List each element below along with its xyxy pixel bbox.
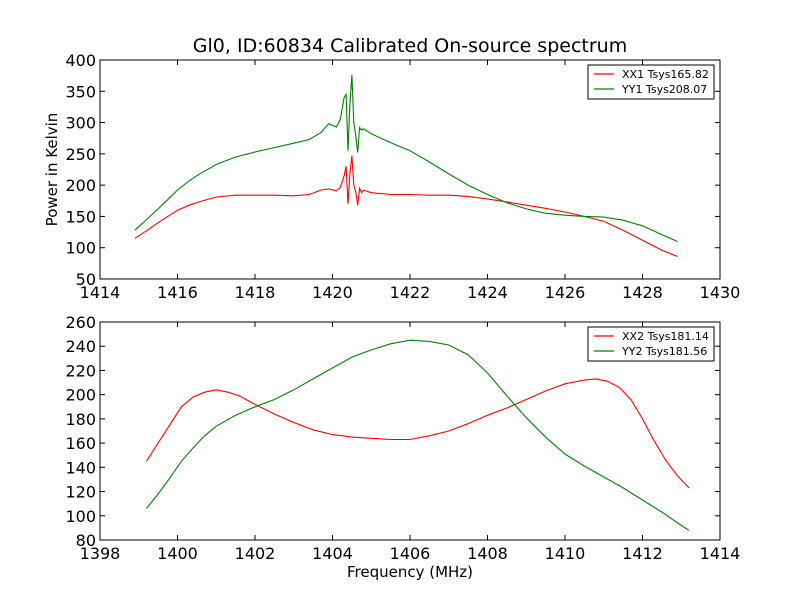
y-tick-label: 100	[65, 507, 96, 526]
y-tick-label: 200	[65, 176, 96, 195]
y-tick-label: 200	[65, 386, 96, 405]
y-axis-title: Power in Kelvin	[43, 113, 61, 227]
x-tick-label: 1414	[80, 283, 121, 302]
x-tick-label: 1422	[390, 283, 431, 302]
x-tick-label: 1428	[622, 283, 663, 302]
lower-plot: 1398 1400 1402 1404 1406 1408 1410 1412 1414 80 10…	[65, 313, 740, 581]
y-tick-label: 260	[65, 313, 96, 332]
x-tick-label: 1412	[622, 544, 663, 563]
legend: XX2 Tsys181.14 YY2 Tsys181.56	[587, 326, 715, 362]
series-line-xx2	[146, 378, 690, 489]
y-tick-label: 240	[65, 337, 96, 356]
chart-title: Gl0, ID:60834 Calibrated On-source spect…	[193, 35, 627, 57]
x-tick-label: 1414	[700, 544, 741, 563]
y-tick-label: 150	[65, 207, 96, 226]
y-tick-label: 80	[76, 531, 96, 550]
x-tick-label: 1420	[312, 283, 353, 302]
x-tick-label: 1400	[157, 544, 198, 563]
upper-plot: 1414 1416 1418 1420 1422 1424 1426 1428 1430 50 10…	[43, 51, 740, 302]
x-tick-label: 1404	[312, 544, 353, 563]
legend-label: XX1 Tsys165.82	[622, 68, 709, 81]
x-tick-label: 1406	[390, 544, 431, 563]
legend-label: YY2 Tsys181.56	[621, 345, 707, 358]
y-tick-label: 50	[76, 270, 96, 289]
legend-box	[587, 326, 715, 362]
y-tick-label: 120	[65, 483, 96, 502]
x-axis-title: Frequency (MHz)	[347, 563, 473, 581]
y-tick-label: 300	[65, 114, 96, 133]
x-tick-label: 1418	[235, 283, 276, 302]
series-line-xx1	[134, 155, 678, 258]
y-tick-label: 250	[65, 145, 96, 164]
x-tick-label: 1402	[235, 544, 276, 563]
y-tick-label: 220	[65, 361, 96, 380]
y-tick-label: 400	[65, 51, 96, 70]
y-tick-label: 140	[65, 458, 96, 477]
x-tick-label: 1410	[545, 544, 586, 563]
legend-box	[587, 64, 715, 100]
legend-label: XX2 Tsys181.14	[622, 330, 709, 343]
series-line-yy1	[134, 74, 678, 243]
series-line-yy2	[146, 339, 690, 531]
x-tick-label: 1426	[545, 283, 586, 302]
y-tick-label: 180	[65, 410, 96, 429]
x-tick-label: 1398	[80, 544, 121, 563]
legend-label: YY1 Tsys208.07	[621, 83, 707, 96]
x-tick-label: 1424	[467, 283, 508, 302]
x-tick-label: 1430	[700, 283, 741, 302]
x-tick-label: 1408	[467, 544, 508, 563]
y-tick-label: 160	[65, 434, 96, 453]
y-tick-label: 350	[65, 82, 96, 101]
x-tick-label: 1416	[157, 283, 198, 302]
y-tick-label: 100	[65, 239, 96, 258]
legend: XX1 Tsys165.82 YY1 Tsys208.07	[587, 64, 715, 100]
